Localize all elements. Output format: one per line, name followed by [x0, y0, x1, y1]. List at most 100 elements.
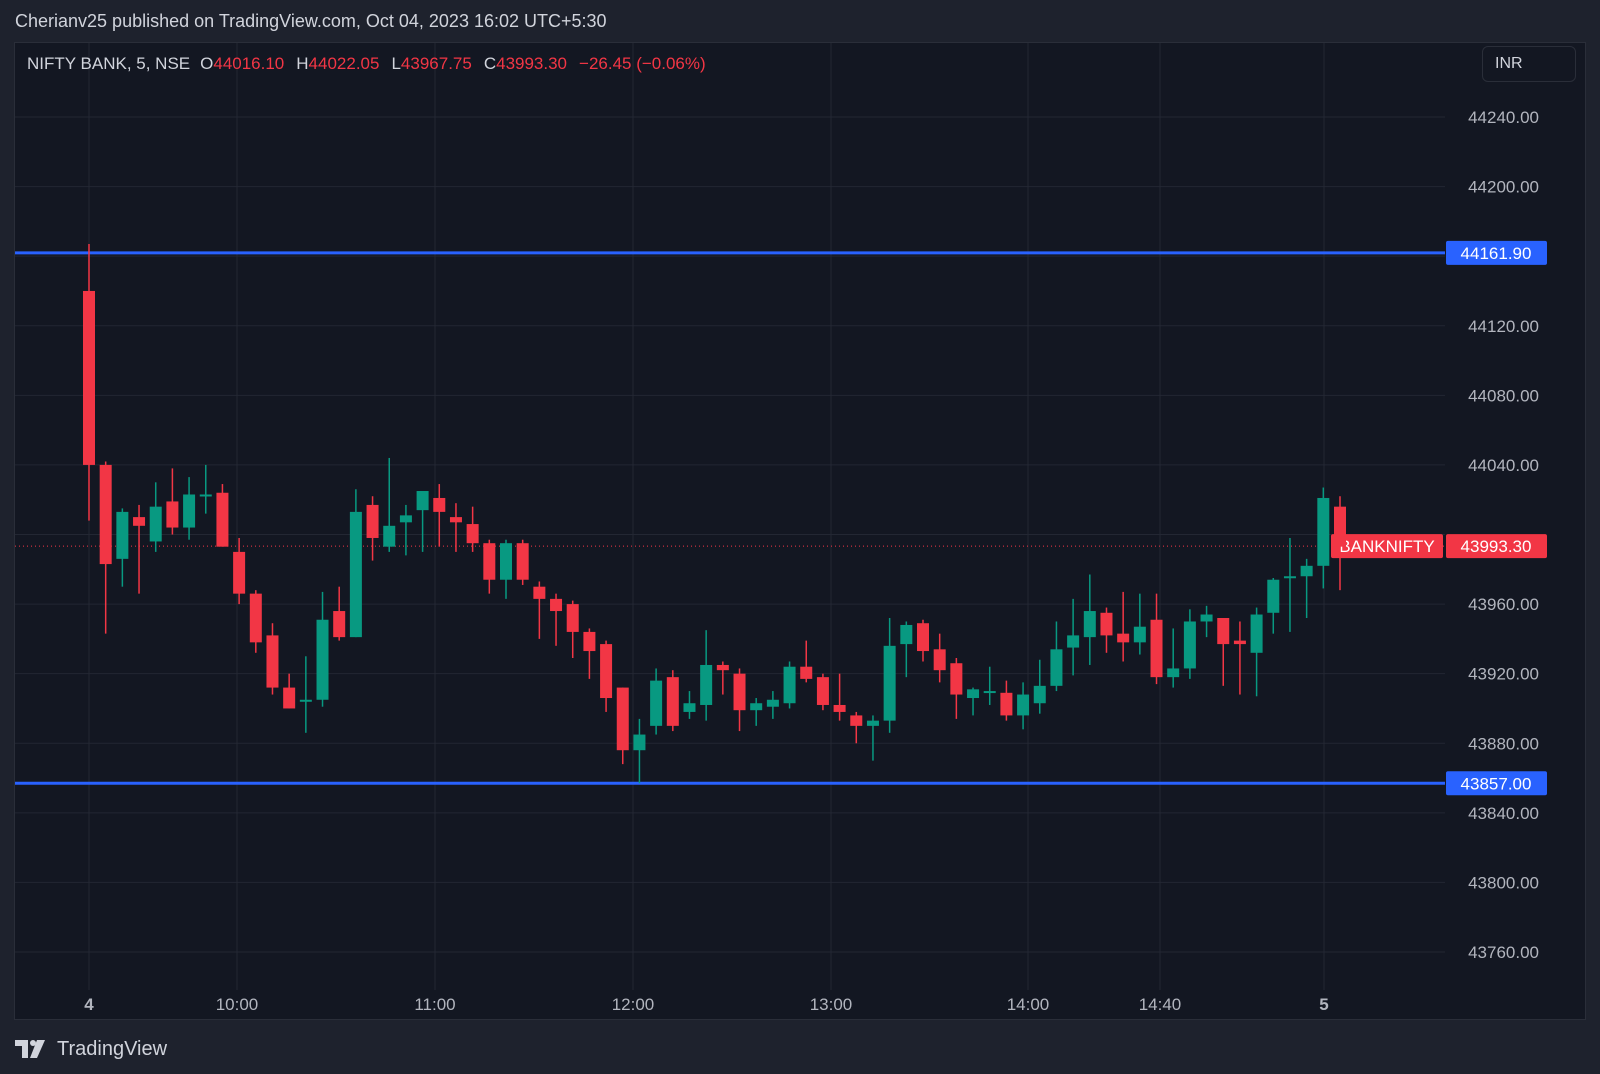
candle-body: [1250, 614, 1263, 653]
level-price-tag: [1446, 771, 1547, 796]
candle-up: [1133, 593, 1146, 655]
candle-body: [1334, 506, 1346, 547]
candle-body: [283, 687, 296, 709]
candle-body: [1117, 633, 1130, 643]
candle-down: [1334, 496, 1346, 591]
candle-body: [216, 492, 229, 547]
candle-body: [800, 666, 813, 679]
candles: [83, 243, 1346, 784]
candle-up: [1067, 598, 1080, 676]
candle-body: [299, 699, 312, 702]
candle-body: [1150, 619, 1163, 678]
candle-body: [933, 649, 946, 671]
time-axis: 4 10:00 11:00 12:00 13:00 14:00 14:40 5: [84, 995, 1328, 1014]
grid-lines: [15, 43, 1445, 990]
candle-body: [633, 734, 646, 751]
candle-body: [449, 517, 462, 523]
candle-body: [500, 543, 512, 580]
candle-body: [416, 491, 429, 511]
candle-down: [1233, 621, 1246, 695]
candle-up: [633, 718, 646, 784]
time-tick-label: 11:00: [414, 995, 455, 1014]
close-label: C: [483, 54, 497, 73]
level-price-label: 44161.90: [1461, 244, 1532, 263]
candle-body: [616, 687, 629, 751]
tradingview-logo-icon: [15, 1040, 45, 1058]
candle-down: [950, 658, 963, 719]
candle-down: [716, 661, 729, 695]
candle-body: [566, 604, 579, 632]
candle-down: [1150, 593, 1163, 685]
candle-body: [1100, 612, 1113, 636]
candle-body: [683, 703, 696, 712]
candle-body: [533, 586, 546, 599]
candle-down: [550, 593, 563, 646]
candle-down: [800, 640, 813, 683]
price-tick-label: 43880.00: [1468, 734, 1539, 753]
price-tick-label: 43800.00: [1468, 873, 1539, 892]
time-tick-label: 5: [1319, 995, 1328, 1014]
candle-up: [683, 691, 696, 719]
candle-up: [883, 618, 896, 733]
candle-body: [1050, 649, 1063, 686]
candle-body: [733, 673, 746, 711]
open-value: 44016.10: [213, 54, 285, 73]
candle-up: [183, 477, 196, 540]
candle-down: [266, 623, 279, 695]
symbol-tag: [1331, 534, 1443, 559]
price-tick-label: 43840.00: [1468, 804, 1539, 823]
candle-up: [149, 482, 162, 552]
time-tick-label: 4: [84, 995, 94, 1014]
candle-up: [650, 668, 663, 735]
candle-body: [750, 703, 763, 711]
candle-down: [516, 539, 529, 585]
candle-body: [383, 525, 396, 547]
candle-down: [283, 673, 296, 709]
candle-up: [983, 666, 996, 705]
candle-body: [399, 515, 412, 523]
candle-body: [967, 689, 980, 699]
candle-body: [783, 666, 796, 704]
high-label: H: [296, 54, 309, 73]
candle-up: [700, 630, 713, 721]
candle-down: [233, 537, 246, 605]
candle-up: [967, 687, 980, 716]
candle-down: [616, 687, 629, 765]
candle-body: [1233, 640, 1246, 645]
candle-body: [666, 677, 679, 726]
candle-body: [266, 635, 279, 688]
candle-down: [816, 673, 829, 711]
candle-body: [950, 663, 963, 695]
candle-down: [433, 484, 446, 547]
candle-down: [83, 243, 95, 521]
candle-body: [149, 506, 162, 542]
price-tick-label: 44080.00: [1468, 386, 1539, 405]
candle-up: [900, 621, 913, 678]
candle-body: [316, 619, 329, 700]
candle-up: [1017, 682, 1030, 730]
candle-down: [449, 503, 462, 552]
level-price-tag: [1446, 240, 1547, 265]
candle-up: [116, 508, 129, 587]
candle-body: [433, 497, 446, 512]
candle-up: [1033, 659, 1046, 714]
candle-up: [416, 491, 429, 552]
candle-body: [333, 611, 346, 638]
candle-down: [333, 586, 346, 641]
price-tick-label: 44200.00: [1468, 178, 1539, 197]
candle-body: [1033, 685, 1046, 704]
candle-up: [1317, 487, 1330, 589]
candle-body: [1083, 611, 1096, 638]
price-tick-label: 43760.00: [1468, 943, 1539, 962]
symbol-legend: NIFTY BANK, 5, NSE O 44016.10 H 44022.05 L…: [27, 52, 706, 76]
candle-up: [500, 539, 512, 599]
candle-up: [1300, 558, 1313, 618]
candle-down: [833, 673, 846, 721]
currency-button[interactable]: INR: [1482, 46, 1576, 82]
candle-down: [600, 640, 613, 712]
symbol-name: NIFTY BANK, 5, NSE: [27, 54, 191, 73]
time-tick-label: 13:00: [810, 995, 853, 1014]
candle-body: [1167, 668, 1180, 678]
horizontal-levels: 44161.90 43857.00 BANKNIFTY 43993.30: [15, 240, 1547, 796]
